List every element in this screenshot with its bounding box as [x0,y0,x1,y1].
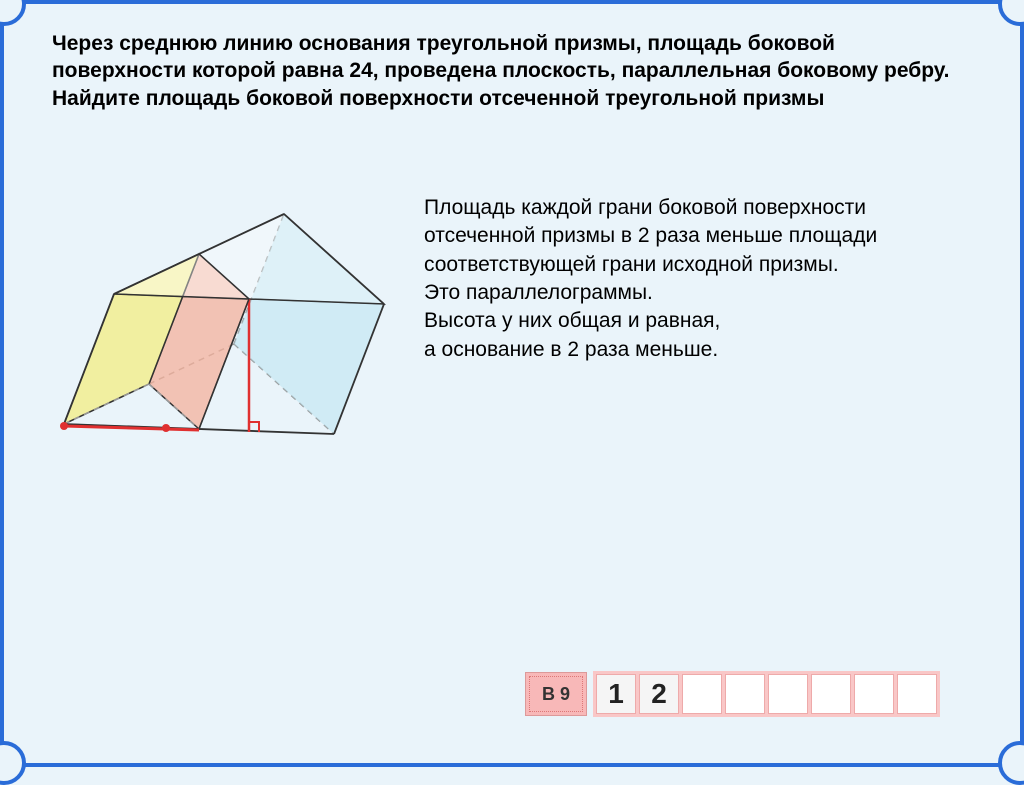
answer-cell [854,674,894,714]
answer-cell [768,674,808,714]
problem-statement: Через среднюю линию основания треугольно… [52,30,972,112]
corner-decoration [998,0,1024,26]
answer-cell [725,674,765,714]
corner-decoration [0,0,26,26]
answer-cell: 2 [639,674,679,714]
corner-decoration [0,741,26,785]
answer-cell [811,674,851,714]
answer-cell: 1 [596,674,636,714]
explanation-text: Площадь каждой грани боковой поверхности… [424,194,972,364]
prism-diagram [44,174,404,454]
answer-strip: В 9 1 2 [525,671,940,717]
slide-frame: Через среднюю линию основания треугольно… [0,0,1024,767]
answer-label: В 9 [525,672,587,716]
answer-cell [682,674,722,714]
corner-decoration [998,741,1024,785]
answer-cells: 1 2 [593,671,940,717]
answer-cell [897,674,937,714]
